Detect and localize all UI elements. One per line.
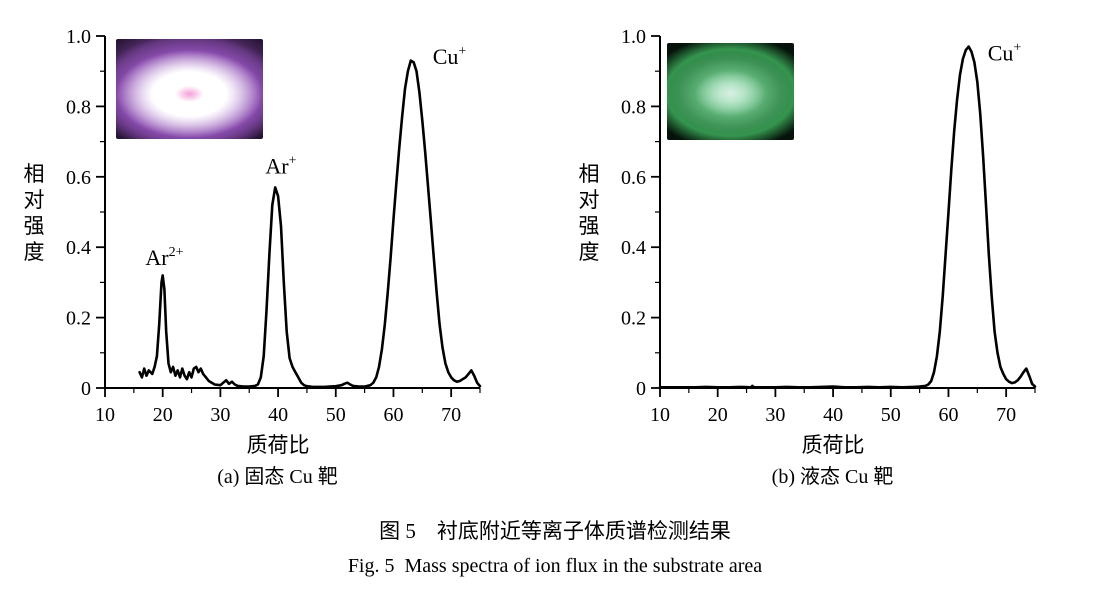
x-tick-label: 20: [708, 404, 728, 426]
y-axis-title: 强: [24, 214, 45, 238]
subcaption-b: (b) 液态 Cu 靶: [771, 466, 894, 488]
y-axis-title: 相: [24, 162, 45, 186]
y-axis-title: 度: [579, 240, 600, 264]
y-tick-label: 0.4: [621, 237, 646, 259]
spectrum-trace: [138, 59, 482, 389]
y-tick-label: 1.0: [66, 26, 91, 48]
y-tick-label: 0.8: [621, 96, 646, 118]
x-tick-label: 70: [441, 404, 461, 426]
y-tick-label: 0.6: [66, 167, 91, 189]
spectrum-trace: [658, 45, 1037, 389]
y-tick-label: 0: [81, 378, 91, 400]
y-axis-title: 强: [579, 214, 600, 238]
y-tick-label: 0.2: [66, 308, 91, 330]
peak-label: Cu+: [433, 44, 467, 69]
x-tick-label: 30: [210, 404, 230, 426]
y-tick-label: 0.4: [66, 237, 91, 259]
y-tick-label: 0: [636, 378, 646, 400]
y-tick-label: 0.8: [66, 96, 91, 118]
y-axis-title: 相: [579, 162, 600, 186]
x-tick-label: 50: [881, 404, 901, 426]
figure-caption-english: Fig. 5 Mass spectra of ion flux in the s…: [347, 555, 763, 577]
panel-a: 0 0.2 0.4 0.6 0.8 1.0 10 20 30 40 50 60 70 相对强度质荷比 Ar2…: [0, 6, 555, 489]
panel-b: 0 0.2 0.4 0.6 0.8 1.0 10 20 30 40 50 60 70 相对强度质荷比 Cu+…: [555, 6, 1110, 489]
peak-label: Ar2+: [145, 245, 183, 270]
y-tick-label: 0.2: [621, 308, 646, 330]
x-tick-label: 60: [383, 404, 403, 426]
peak-label: Ar+: [265, 153, 296, 178]
x-tick-label: 10: [650, 404, 670, 426]
x-tick-label: 40: [268, 404, 288, 426]
peak-label: Cu+: [988, 41, 1022, 66]
plasma-photo-solid-target: [116, 39, 263, 139]
subcaption-a: (a) 固态 Cu 靶: [217, 466, 338, 488]
x-tick-label: 70: [996, 404, 1016, 426]
x-axis-title: 质荷比: [802, 433, 865, 457]
x-tick-label: 30: [765, 404, 785, 426]
x-tick-label: 50: [326, 404, 346, 426]
x-axis-title: 质荷比: [247, 433, 310, 457]
plasma-photo-liquid-target: [667, 43, 794, 140]
y-axis-title: 度: [24, 240, 45, 264]
y-tick-label: 1.0: [621, 26, 646, 48]
x-tick-label: 60: [938, 404, 958, 426]
y-axis-title: 对: [24, 188, 45, 212]
figure-caption-chinese: 图 5 衬底附近等离子体质谱检测结果: [379, 519, 731, 543]
y-tick-label: 0.6: [621, 167, 646, 189]
y-axis-title: 对: [579, 188, 600, 212]
x-tick-label: 40: [823, 404, 843, 426]
chart-panels: 0 0.2 0.4 0.6 0.8 1.0 10 20 30 40 50 60 70 相对强度质荷比 Ar2…: [0, 6, 1110, 489]
x-tick-label: 20: [153, 404, 173, 426]
x-tick-label: 10: [95, 404, 115, 426]
